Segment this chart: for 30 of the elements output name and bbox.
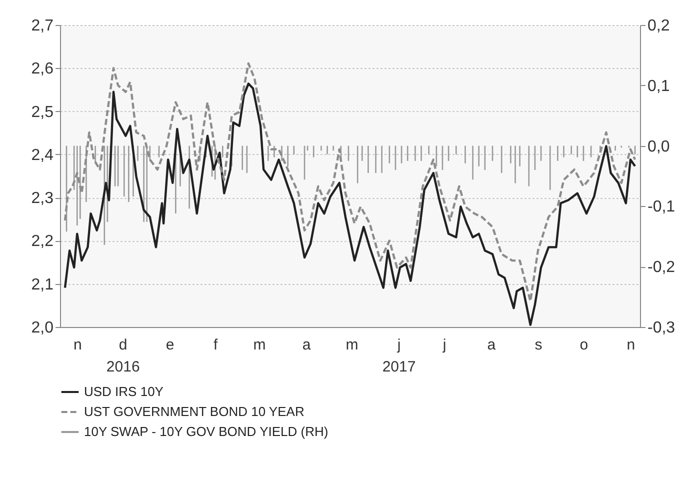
y2-tick-label: -0,3 [648,320,676,336]
x-tick-label: m [253,336,266,354]
y2-tick-label: 0,1 [648,78,670,95]
y-tick-label: 2,0 [31,320,54,336]
x-tick-label: s [534,336,542,354]
x-tick-label: n [73,336,82,354]
y2-tick-label: 0,2 [648,18,670,34]
x-tick-label: a [302,336,312,354]
y2-tick-label: -0,2 [648,259,676,276]
y-tick-label: 2,1 [31,276,54,294]
y-tick-label: 2,4 [31,146,54,164]
legend-label: UST GOVERNMENT BOND 10 YEAR [84,404,304,419]
x-tick-label: a [487,336,496,354]
y-tick-label: 2,3 [31,190,54,208]
x-tick-label: n [626,336,636,354]
x-tick-label: o [580,336,588,354]
legend-label: USD IRS 10Y [84,384,164,399]
x-tick-label: d 2016 [106,336,140,376]
x-tick-label: j [442,336,446,354]
x-tick-label: e [166,336,174,354]
y2-tick-label: -0,1 [648,198,676,216]
y2-tick-label: 0,0 [648,138,670,156]
x-tick-label: j 2017 [382,336,416,376]
x-tick-label: f [213,336,218,354]
x-tick-label: m [346,336,358,354]
legend-label: 10Y SWAP - 10Y GOV BOND YIELD (RH) [84,424,328,439]
y-tick-label: 2,2 [31,233,54,250]
y-tick-label: 2,6 [31,60,54,78]
y-tick-label: 2,7 [31,18,54,34]
y-tick-label: 2,5 [31,104,54,121]
